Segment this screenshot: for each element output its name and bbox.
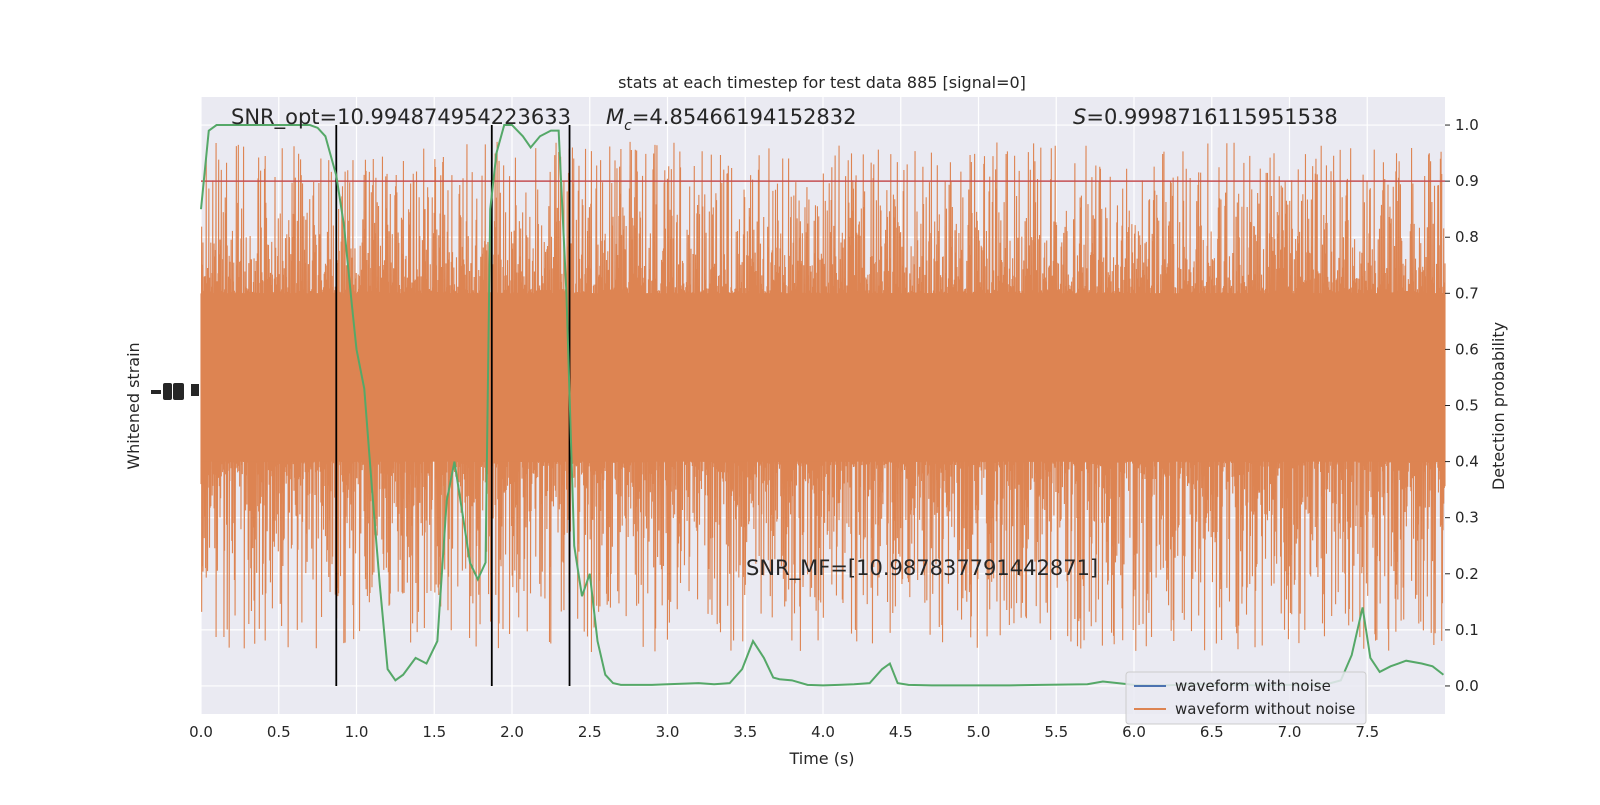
legend-label-clean: waveform without noise (1175, 700, 1355, 718)
y-tick-label: 0.0 (1455, 677, 1479, 695)
chirp-mass-symbol: M (606, 105, 624, 129)
left-axis-clutter (151, 383, 199, 400)
legend[interactable]: waveform with noise waveform without noi… (1125, 671, 1367, 725)
x-tick-label: 5.0 (967, 723, 991, 741)
legend-box (1125, 671, 1367, 725)
s-symbol: S (1073, 105, 1086, 129)
x-tick-label: 4.5 (889, 723, 913, 741)
x-tick-label: 7.5 (1355, 723, 1379, 741)
x-tick-label: 4.0 (811, 723, 835, 741)
x-tick-label: 3.5 (733, 723, 757, 741)
chart-title: stats at each timestep for test data 885… (618, 73, 1026, 92)
s-annotation: S=0.9998716115951538 (1073, 105, 1338, 129)
x-tick-label: 3.0 (656, 723, 680, 741)
chirp-mass-subscript: c (624, 118, 632, 134)
x-tick-label: 2.5 (578, 723, 602, 741)
x-tick-label: 5.5 (1044, 723, 1068, 741)
x-tick-label: 0.5 (267, 723, 291, 741)
x-tick-label: 0.0 (189, 723, 213, 741)
legend-label-noise: waveform with noise (1175, 677, 1331, 695)
y-tick-label: 0.2 (1455, 565, 1479, 583)
s-value: =0.9998716115951538 (1086, 105, 1337, 129)
x-tick-label: 2.0 (500, 723, 524, 741)
x-tick-label: 6.5 (1200, 723, 1224, 741)
tick-layer: 0.0 0.5 1.0 1.5 2.0 2.5 3.0 3.5 4.0 4.5 5.0 5.5 6.0 6… (189, 116, 1479, 741)
x-axis-label: Time (s) (788, 749, 854, 768)
y-tick-label: 0.9 (1455, 172, 1479, 190)
x-tick-label: 1.0 (345, 723, 369, 741)
chirp-mass-value: =4.85466194152832 (632, 105, 857, 129)
x-tick-label: 7.0 (1278, 723, 1302, 741)
x-tick-label: 1.5 (422, 723, 446, 741)
right-axis-label: Detection probability (1489, 322, 1508, 490)
y-tick-label: 0.8 (1455, 228, 1479, 246)
y-tick-label: 0.6 (1455, 340, 1479, 358)
y-tick-label: 0.1 (1455, 621, 1479, 639)
snr-mf-annotation: SNR_MF=[10.987837791442871] (746, 556, 1098, 581)
y-tick-label: 0.4 (1455, 453, 1479, 471)
left-axis-label: Whitened strain (124, 342, 143, 469)
chirp-mass-annotation: Mc=4.85466194152832 (606, 105, 857, 134)
y-tick-label: 1.0 (1455, 116, 1479, 134)
y-tick-label: 0.7 (1455, 284, 1479, 302)
strain-layer (200, 141, 1446, 652)
y-tick-label: 0.3 (1455, 509, 1479, 527)
y-tick-label: 0.5 (1455, 397, 1479, 415)
snr-opt-annotation: SNR_opt=10.994874954223633 (231, 105, 571, 130)
x-tick-label: 6.0 (1122, 723, 1146, 741)
strain-waveform-core (201, 293, 1445, 462)
